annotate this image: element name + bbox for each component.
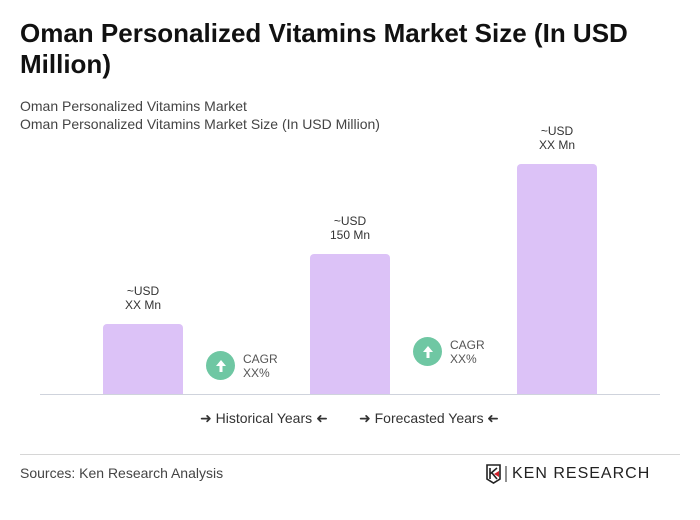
sources: Sources: Ken Research Analysis xyxy=(20,465,224,481)
data-label: ~USD XX Mn xyxy=(497,124,617,152)
bar xyxy=(310,254,390,394)
logo-icon xyxy=(486,464,507,484)
data-label: ~USD 150 Mn xyxy=(290,214,410,242)
legend-forecasted: ➜ Forecasted Years ➜ xyxy=(359,410,500,426)
x-axis xyxy=(40,394,660,395)
arrow-up-icon xyxy=(206,351,235,380)
cagr-label: CAGR xyxy=(243,351,278,366)
data-label: ~USD XX Mn xyxy=(83,284,203,312)
divider xyxy=(20,454,680,455)
subtitle-2: Oman Personalized Vitamins Market Size (… xyxy=(20,116,380,132)
chart-title: Oman Personalized Vitamins Market Size (… xyxy=(20,18,628,79)
cagr-badge-2: CAGR XX% xyxy=(413,337,485,366)
cagr-label: CAGR xyxy=(450,337,485,352)
cagr-value: XX% xyxy=(243,365,270,380)
subtitle: Oman Personalized Vitamins Market xyxy=(20,98,247,114)
data-label-line: ~USD xyxy=(126,284,160,298)
data-label-line: ~USD xyxy=(333,214,367,228)
data-label-line: XX Mn xyxy=(538,138,575,153)
ken-research-logo: KEN RESEARCH xyxy=(486,464,650,484)
legend-historical: ➜ Historical Years ➜ xyxy=(200,410,328,426)
data-label-line: 150 Mn xyxy=(329,228,371,242)
data-label-line: XX Mn xyxy=(124,298,161,312)
cagr-badge-1: CAGR XX% xyxy=(206,351,278,380)
cagr-value: XX% xyxy=(450,351,477,366)
bar xyxy=(103,324,183,394)
data-label-line: ~USD xyxy=(540,124,574,139)
legend-label: Forecasted Years xyxy=(374,410,484,426)
bar xyxy=(517,164,597,394)
legend-label: Historical Years xyxy=(215,410,313,426)
arrow-up-icon xyxy=(413,337,442,366)
